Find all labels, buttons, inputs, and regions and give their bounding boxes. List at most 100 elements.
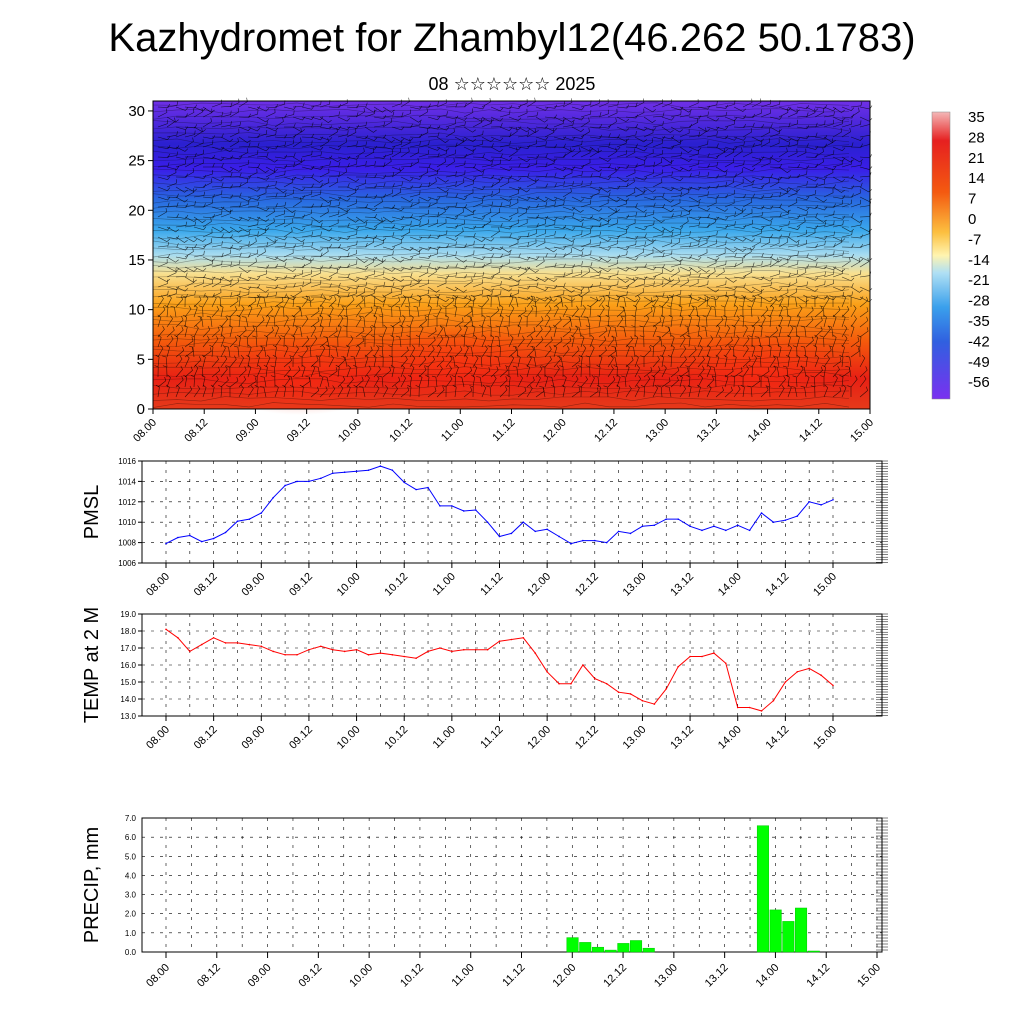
wind-barb <box>688 236 702 242</box>
wind-barb <box>697 126 711 132</box>
wind-barb <box>823 166 837 171</box>
wind-barb <box>229 336 238 348</box>
wind-barb <box>649 345 654 358</box>
wind-barb <box>256 226 270 231</box>
wind-barb <box>724 116 738 121</box>
wind-barb <box>580 375 588 388</box>
wind-barb <box>634 206 647 213</box>
wind-barb <box>274 297 284 308</box>
wind-barb <box>643 367 653 378</box>
data-point <box>308 480 310 483</box>
wind-barb <box>661 159 672 168</box>
wind-barb <box>451 375 456 388</box>
wind-barb <box>283 295 290 308</box>
wind-barb <box>598 99 609 108</box>
data-point <box>558 682 560 685</box>
data-point <box>272 496 274 499</box>
y-tick-label: 6.0 <box>125 833 137 842</box>
wind-barb <box>814 240 826 248</box>
x-tick-label: 14.12 <box>804 962 832 990</box>
wind-barb <box>382 266 396 272</box>
wind-barb <box>562 241 574 248</box>
data-point <box>462 510 465 512</box>
wind-barb <box>364 194 378 199</box>
wind-barb <box>166 101 179 108</box>
wind-barb <box>839 374 844 388</box>
wind-barb <box>598 156 612 162</box>
wind-barb <box>652 355 660 368</box>
wind-barb <box>544 285 558 289</box>
wind-barb <box>607 365 614 378</box>
wind-barb <box>184 167 195 178</box>
wind-barb <box>490 188 501 198</box>
wind-barb <box>358 386 366 398</box>
wind-barb <box>184 108 195 118</box>
wind-barb <box>427 355 436 368</box>
wind-barb <box>760 220 772 228</box>
data-point <box>546 528 548 531</box>
wind-barb <box>760 260 772 268</box>
wind-barb <box>670 238 681 248</box>
wind-barb <box>378 345 384 358</box>
wind-barb <box>598 266 612 273</box>
wind-barb <box>598 246 612 251</box>
wind-barb <box>832 116 846 122</box>
wind-barb <box>841 325 848 338</box>
wind-barb <box>399 324 404 338</box>
wind-barb <box>436 386 445 398</box>
wind-barb <box>418 279 429 288</box>
data-point <box>760 512 763 514</box>
wind-barb <box>292 116 306 121</box>
wind-barb <box>652 295 659 308</box>
wind-barb <box>220 155 234 160</box>
wind-barb <box>670 230 682 238</box>
wind-barb <box>193 126 206 133</box>
wind-barb <box>481 286 495 292</box>
wind-barb <box>724 336 733 348</box>
wind-barb <box>796 170 808 178</box>
wind-barb <box>697 111 709 118</box>
wind-barb <box>679 188 690 198</box>
wind-barb <box>769 176 783 181</box>
wind-barb <box>184 337 194 348</box>
wind-barb <box>688 296 702 301</box>
wind-barb <box>787 173 800 179</box>
wind-barb <box>796 296 809 303</box>
wind-barb <box>373 197 383 208</box>
wind-barb <box>517 232 530 238</box>
wind-barb <box>292 137 302 148</box>
wind-barb <box>238 113 251 118</box>
wind-barb <box>481 174 495 179</box>
wind-barb <box>346 124 360 129</box>
wind-barb <box>859 196 873 202</box>
wind-barb <box>796 148 807 158</box>
wind-barb <box>310 146 324 151</box>
wind-barb <box>598 216 612 222</box>
wind-barb <box>454 121 466 128</box>
wind-barb <box>661 186 675 191</box>
wind-barb <box>175 255 189 260</box>
x-tick-label: 14.12 <box>797 417 825 445</box>
wind-barb <box>184 290 196 298</box>
wind-barb <box>760 178 771 188</box>
wind-barb <box>337 246 351 252</box>
wind-barb <box>409 220 421 228</box>
wind-barb <box>850 101 863 108</box>
colorbar-label: 21 <box>968 150 985 167</box>
wind-barb <box>220 206 233 213</box>
wind-barb <box>254 384 259 398</box>
wind-barb <box>364 161 376 168</box>
wind-barb <box>220 344 226 358</box>
wind-barb <box>733 294 737 308</box>
wind-barb <box>787 198 798 208</box>
wind-barb <box>436 274 450 279</box>
wind-barb <box>530 295 537 308</box>
data-point <box>772 521 775 523</box>
wind-barb <box>508 116 522 122</box>
wind-barb <box>229 172 242 178</box>
wind-barb <box>337 356 346 368</box>
wind-barb <box>760 306 769 318</box>
wind-barb <box>481 367 491 378</box>
wind-barb <box>670 110 682 118</box>
wind-barb <box>283 178 294 188</box>
